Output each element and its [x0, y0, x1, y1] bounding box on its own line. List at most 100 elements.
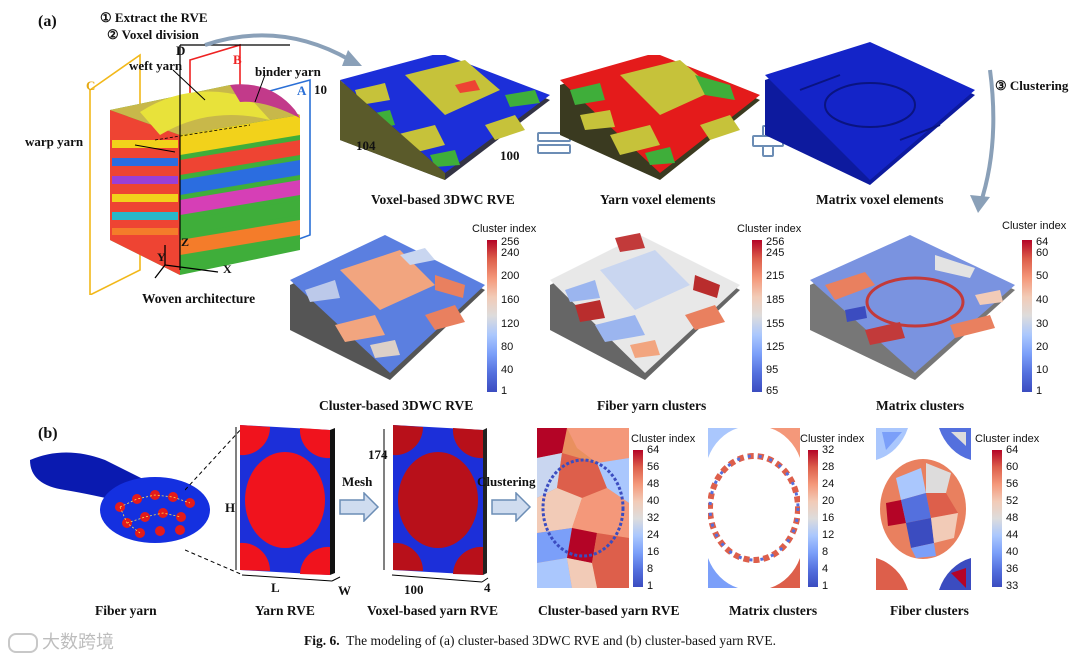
voxel-yarn-dim-4: 4	[484, 580, 491, 595]
axis-x-label: X	[223, 262, 232, 276]
yarn-voxel-caption: Yarn voxel elements	[600, 192, 716, 207]
equals-icon-bar	[537, 144, 571, 154]
cluster-rve-tick: 1	[501, 385, 508, 397]
matrix-clusters-b-tick: 16	[822, 512, 835, 524]
voxel-rve-caption: Voxel-based 3DWC RVE	[371, 192, 515, 207]
cluster-rve-figure	[290, 235, 485, 380]
woven-architecture-figure	[89, 43, 311, 295]
panel-a-label: (a)	[38, 13, 57, 30]
voxel-yarn-dimension-lines	[383, 429, 489, 583]
matrix-clusters-b-colorbar	[808, 450, 818, 587]
voxel-yarn-dim-174: 174	[368, 447, 388, 462]
watermark-logo-icon	[8, 633, 38, 653]
mesh-label: Mesh	[342, 474, 373, 489]
matrix-clusters-b-tick: 4	[822, 563, 829, 575]
cluster-yarn-tick: 64	[647, 444, 660, 456]
plane-b-label: B	[233, 52, 242, 67]
yarn-rve-dimension-lines	[235, 427, 341, 582]
fiber-clusters-figure	[876, 428, 971, 590]
matrix-clusters-a-tick: 64	[1036, 236, 1049, 248]
matrix-clusters-b-tick: 8	[822, 546, 829, 558]
figure-caption-prefix: Fig. 6.	[303, 633, 340, 648]
step-extract-rve: ① Extract the RVE	[100, 10, 208, 25]
coordinate-axes-icon	[154, 245, 219, 279]
voxel-rve-figure	[340, 55, 550, 180]
plane-c-label: C	[86, 78, 96, 93]
fiber-yarn-b-caption: Fiber yarn	[95, 603, 157, 618]
yarn-rve-figure	[240, 425, 335, 575]
matrix-clusters-b-figure	[708, 428, 800, 588]
mesh-arrow-icon	[339, 492, 380, 522]
figure-caption: Fig. 6. The modeling of (a) cluster-base…	[0, 633, 1080, 649]
woven-architecture-caption: Woven architecture	[142, 291, 256, 306]
cluster-yarn-tick: 48	[647, 478, 660, 490]
zoom-lines-icon	[185, 426, 244, 576]
matrix-clusters-b-caption: Matrix clusters	[729, 603, 818, 618]
fiber-clusters-tick: 40	[1006, 546, 1019, 558]
cluster-yarn-cb-title: Cluster index	[631, 433, 696, 445]
curved-arrow-icon	[204, 33, 362, 66]
yarn-voxel-figure	[560, 55, 760, 180]
step-clustering: ③ Clustering	[995, 78, 1069, 93]
fiber-yarn-colorbar	[752, 240, 762, 392]
yarn-rve-dim-l: L	[271, 580, 280, 595]
matrix-clusters-a-tick: 40	[1036, 294, 1049, 306]
dim-100-label: 100	[500, 148, 520, 163]
cluster-yarn-tick: 8	[647, 563, 654, 575]
cluster-rve-tick: 160	[501, 294, 520, 306]
matrix-clusters-a-tick: 1	[1036, 385, 1043, 397]
matrix-voxel-caption: Matrix voxel elements	[816, 192, 944, 207]
fiber-clusters-tick: 64	[1006, 444, 1019, 456]
panel-b-label: (b)	[38, 425, 58, 442]
weft-yarn-label: weft yarn	[129, 58, 183, 73]
matrix-clusters-a-tick: 60	[1036, 247, 1049, 259]
matrix-clusters-a-tick: 50	[1036, 270, 1049, 282]
cluster-yarn-tick: 24	[647, 529, 660, 541]
dim-104-label: 104	[356, 138, 376, 153]
matrix-clusters-b-tick: 32	[822, 444, 835, 456]
matrix-clusters-b-cb-title: Cluster index	[800, 433, 865, 445]
cluster-rve-tick: 256	[501, 236, 520, 248]
clustering-arrow-icon	[970, 69, 996, 213]
axis-y-label: Y	[157, 250, 166, 264]
cluster-rve-colorbar	[487, 240, 497, 392]
cluster-rve-cb-title: Cluster index	[472, 223, 537, 235]
watermark-logo: 大数跨境	[8, 628, 114, 654]
cluster-rve-caption: Cluster-based 3DWC RVE	[319, 398, 474, 413]
matrix-clusters-a-figure	[810, 235, 1015, 380]
yarn-rve-dim-w: W	[338, 583, 351, 598]
matrix-clusters-b-tick: 1	[822, 580, 829, 592]
cluster-yarn-tick: 1	[647, 580, 654, 592]
matrix-clusters-b-tick: 28	[822, 461, 835, 473]
fiber-yarn-tick: 155	[766, 318, 785, 330]
fiber-yarn-tick: 245	[766, 247, 785, 259]
cluster-yarn-tick: 40	[647, 495, 660, 507]
cluster-yarn-tick: 16	[647, 546, 660, 558]
fiber-yarn-caption: Fiber yarn clusters	[597, 398, 707, 413]
yarn-rve-dim-h: H	[225, 500, 236, 515]
warp-yarn-label: warp yarn	[25, 134, 84, 149]
cluster-yarn-caption: Cluster-based yarn RVE	[538, 603, 680, 618]
fiber-clusters-cb-title: Cluster index	[975, 433, 1040, 445]
fiber-yarn-tick: 65	[766, 385, 779, 397]
clustering-b-arrow-icon	[491, 492, 532, 522]
yarn-rve-caption: Yarn RVE	[255, 603, 315, 618]
cluster-yarn-tick: 32	[647, 512, 660, 524]
clustering-b-label: Clustering	[477, 474, 536, 489]
matrix-voxel-figure	[765, 42, 975, 185]
fiber-yarn-clusters-figure	[550, 233, 740, 380]
fiber-clusters-colorbar	[992, 450, 1002, 587]
fiber-clusters-tick: 36	[1006, 563, 1019, 575]
plane-a-label: A	[297, 83, 307, 98]
matrix-clusters-a-cb-title: Cluster index	[1002, 220, 1067, 232]
matrix-clusters-b-tick: 24	[822, 478, 835, 490]
cluster-rve-tick: 240	[501, 247, 520, 259]
fiber-clusters-caption: Fiber clusters	[890, 603, 969, 618]
cluster-yarn-colorbar	[633, 450, 643, 587]
binder-yarn-label: binder yarn	[255, 64, 321, 79]
plane-c-icon	[89, 53, 141, 295]
fiber-yarn-tick: 185	[766, 294, 785, 306]
fiber-clusters-tick: 60	[1006, 461, 1019, 473]
step-voxel-division: ② Voxel division	[107, 27, 199, 42]
matrix-clusters-b-tick: 20	[822, 495, 835, 507]
